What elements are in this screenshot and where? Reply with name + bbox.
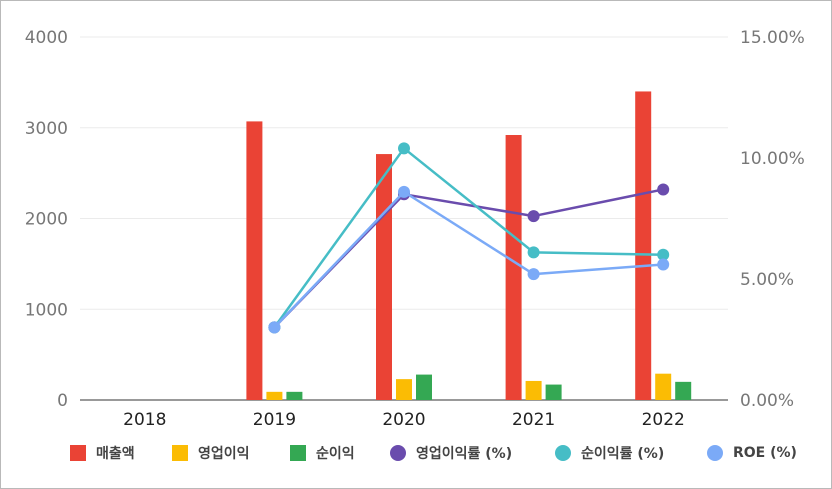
legend-item-revenue: 매출액 (70, 440, 135, 466)
point-2-0 (268, 321, 281, 334)
bar-2-2021 (545, 384, 562, 400)
point-0-2 (527, 210, 540, 223)
legend-swatch-revenue (70, 445, 86, 461)
legend-label-roe: ROE (%) (733, 445, 797, 461)
right-axis-tick-label: 15.00% (740, 28, 805, 48)
right-axis-tick-label: 0.00% (740, 391, 794, 411)
left-axis-tick-label: 1000 (25, 300, 68, 320)
x-axis-tick-label: 2019 (253, 410, 296, 430)
bar-1-2020 (396, 379, 412, 400)
bar-1-2019 (266, 391, 283, 400)
bar-0-2022 (635, 91, 652, 400)
point-1-3 (657, 248, 670, 261)
point-2-2 (527, 268, 540, 281)
legend-swatch-operating-margin (390, 445, 406, 461)
legend-item-net-margin: 순이익률 (%) (555, 440, 664, 466)
left-axis-tick-label: 4000 (25, 28, 68, 48)
line-series-0 (273, 188, 664, 329)
legend-swatch-net-margin (555, 445, 571, 461)
x-axis-tick-label: 2018 (123, 410, 166, 430)
bar-2-2019 (286, 391, 303, 400)
bar-1-2022 (655, 373, 672, 400)
legend-label-net-income: 순이익 (316, 446, 355, 462)
legend-swatch-net-income (290, 445, 306, 461)
point-1-1 (398, 142, 410, 155)
legend-item-roe: ROE (%) (707, 440, 797, 466)
line-series-2 (273, 190, 664, 329)
left-axis-tick-label: 2000 (25, 210, 68, 230)
legend: 매출액 영업이익 순이익 영업이익률 (%) 순이익률 (%) ROE (%) (0, 440, 832, 466)
legend-swatch-roe (707, 445, 723, 461)
right-axis-tick-label: 5.00% (740, 270, 794, 290)
legend-label-revenue: 매출액 (96, 446, 135, 462)
legend-item-operating-margin: 영업이익률 (%) (390, 440, 512, 466)
left-axis-tick-label: 0 (57, 391, 68, 411)
point-2-3 (657, 258, 670, 271)
x-axis-tick-label: 2021 (512, 410, 555, 430)
combo-chart: 0 1000 2000 3000 4000 0.00% 5.00% 10.00% 15.00% 2… (25, 28, 805, 430)
right-axis-tick-label: 10.00% (740, 149, 805, 169)
x-axis-tick-label: 2020 (382, 410, 425, 430)
bar-2-2022 (675, 381, 692, 400)
left-axis-tick-label: 3000 (25, 119, 68, 139)
x-axis-tick-label: 2022 (642, 410, 685, 430)
legend-label-net-margin: 순이익률 (%) (581, 446, 665, 462)
legend-swatch-operating-profit (172, 445, 188, 461)
point-0-3 (657, 183, 670, 196)
line-series-1 (273, 147, 664, 329)
bar-0-2019 (246, 121, 263, 401)
point-2-1 (398, 185, 410, 198)
legend-label-operating-profit: 영업이익 (198, 446, 250, 462)
bar-0-2021 (505, 135, 522, 400)
legend-label-operating-margin: 영업이익률 (%) (416, 446, 513, 462)
bar-2-2020 (416, 374, 432, 400)
legend-item-operating-profit: 영업이익 (172, 440, 250, 466)
bar-1-2021 (525, 380, 542, 400)
point-1-2 (527, 246, 540, 259)
legend-item-net-income: 순이익 (290, 440, 355, 466)
bar-0-2020 (376, 154, 392, 400)
